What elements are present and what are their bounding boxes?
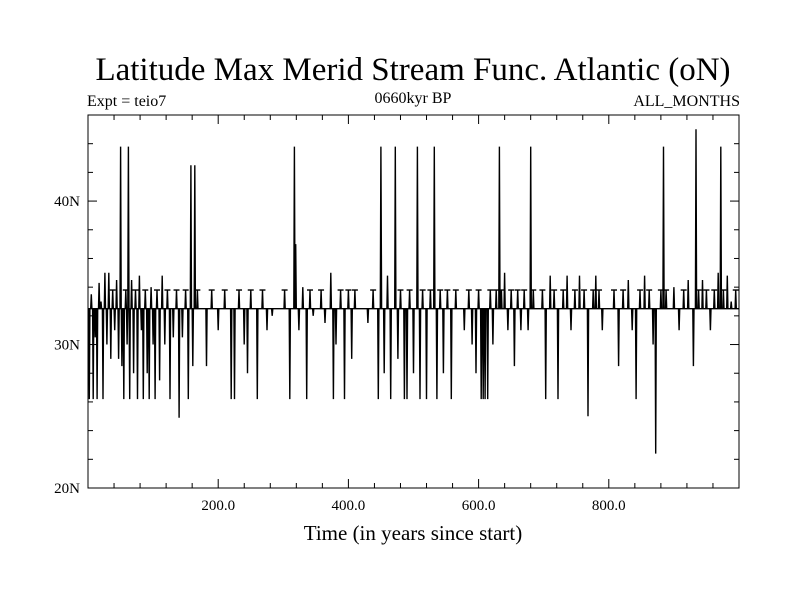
subtitle-left: Expt = teio7 <box>87 93 166 110</box>
axes: 200.0 400.0 600.0 800.0 20N 30N 40N <box>54 115 739 514</box>
subtitle-right: ALL_MONTHS <box>633 93 740 110</box>
x-tick-label: 600.0 <box>462 498 496 514</box>
subtitle-center: 0660kyr BP <box>375 90 452 107</box>
y-tick-label: 40N <box>54 194 80 210</box>
plot-frame <box>87 114 740 489</box>
y-tick-label: 30N <box>54 338 80 354</box>
x-tick-label: 200.0 <box>201 498 235 514</box>
x-tick-label: 400.0 <box>332 498 366 514</box>
x-tick-label: 800.0 <box>592 498 626 514</box>
y-tick-label: 20N <box>54 481 80 497</box>
chart-title: Latitude Max Merid Stream Func. Atlantic… <box>95 52 730 88</box>
x-axis-label: Time (in years since start) <box>304 521 523 545</box>
series-layer <box>88 129 739 454</box>
series-line <box>88 129 739 454</box>
